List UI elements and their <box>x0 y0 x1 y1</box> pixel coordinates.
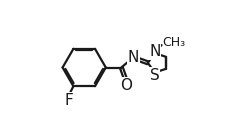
Text: S: S <box>150 68 160 83</box>
Text: N: N <box>128 50 139 65</box>
Text: N: N <box>149 44 161 59</box>
Text: CH₃: CH₃ <box>162 36 185 49</box>
Text: O: O <box>120 78 132 93</box>
Text: F: F <box>64 93 73 108</box>
